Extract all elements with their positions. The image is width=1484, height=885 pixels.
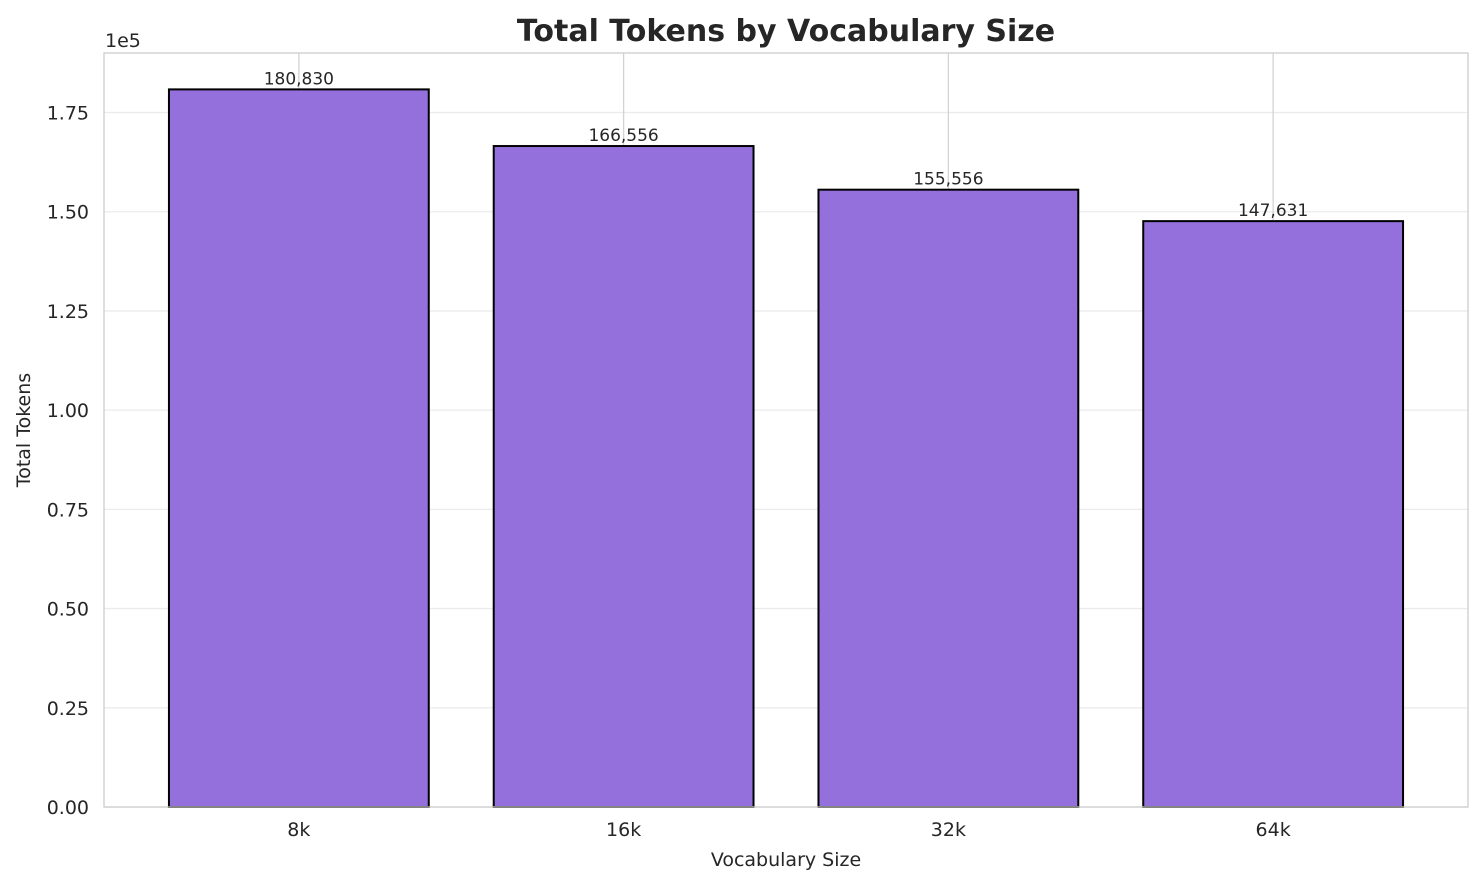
- x-tick-label: 64k: [1256, 819, 1291, 841]
- bar-32k: [817, 188, 1080, 808]
- y-tick-label: 0.50: [47, 599, 89, 621]
- bar-16k: [492, 145, 755, 809]
- x-axis-label: Vocabulary Size: [711, 849, 861, 871]
- y-tick-label: 1.00: [47, 400, 89, 422]
- bar-value-label: 180,830: [264, 69, 334, 89]
- y-tick-label: 1.50: [47, 202, 89, 224]
- plot-frame: [103, 52, 1469, 808]
- y-tick-label: 1.75: [47, 103, 89, 125]
- chart-title: Total Tokens by Vocabulary Size: [517, 14, 1055, 49]
- x-tick-label: 8k: [287, 819, 310, 841]
- y-ticks: 0.00 0.25 0.50 0.75 1.00 1.25 1.50 1.75: [47, 103, 89, 819]
- y-offset-label: 1e5: [105, 30, 141, 52]
- x-tick-label: 16k: [606, 819, 641, 841]
- bars: [167, 88, 1405, 809]
- y-tick-label: 0.25: [47, 698, 89, 720]
- value-labels: 180,830 166,556 155,556 147,631: [264, 69, 1309, 221]
- bar-value-label: 166,556: [588, 126, 658, 146]
- y-tick-label: 0.00: [47, 797, 89, 819]
- bar-64k: [1142, 220, 1405, 808]
- bar-value-label: 155,556: [913, 170, 983, 190]
- bar-8k: [167, 88, 430, 808]
- y-tick-label: 0.75: [47, 499, 89, 521]
- x-ticks: 8k 16k 32k 64k: [287, 819, 1290, 841]
- y-axis-label: Total Tokens: [13, 373, 35, 488]
- bar-value-label: 147,631: [1238, 201, 1308, 221]
- x-tick-label: 32k: [931, 819, 966, 841]
- y-tick-label: 1.25: [47, 301, 89, 323]
